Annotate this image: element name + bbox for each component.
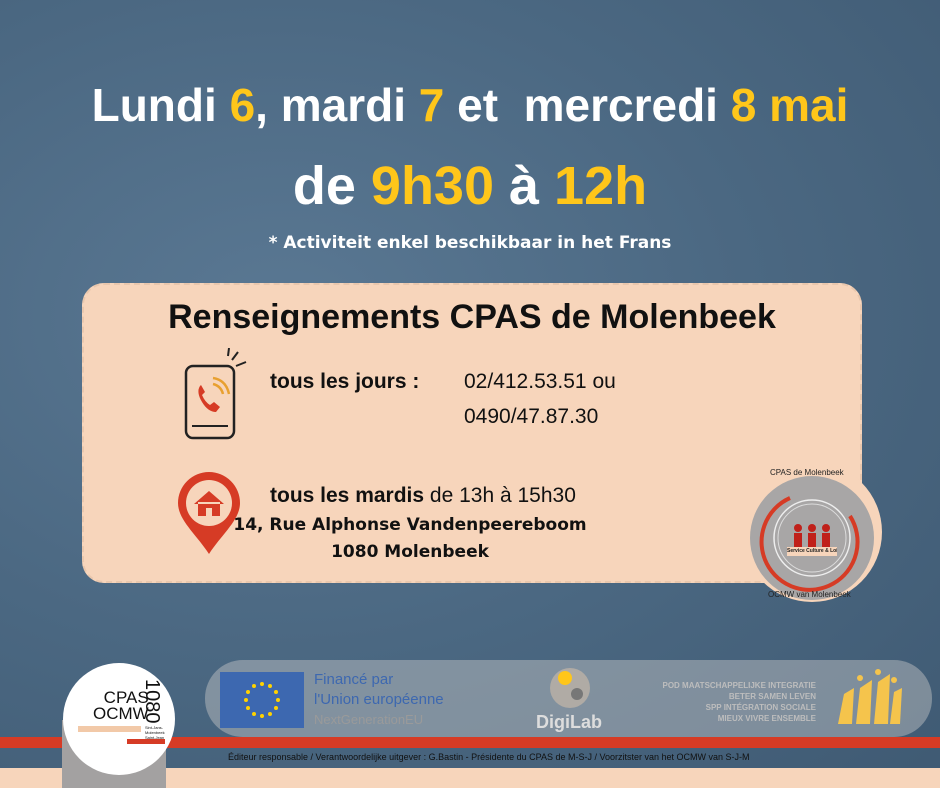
- digilab-label: DigiLab: [536, 712, 602, 732]
- address-street: 14, Rue Alphonse Vandenpeereboom: [233, 515, 587, 535]
- spp-text: POD MAATSCHAPPELIJKE INTEGRATIE BETER SAM…: [662, 681, 817, 723]
- spp-logo-icon: [838, 669, 902, 724]
- badge-inner-label: Service Culture & Loisirs: [787, 547, 837, 556]
- logo-cpas: CPAS: [103, 688, 149, 707]
- logo-sub: Sint-Jans-Molenbeek Saint-Jean: [145, 725, 165, 740]
- phone-label: tous les jours :: [270, 370, 420, 393]
- bottom-strip: [0, 768, 940, 788]
- location-home-icon: [178, 472, 240, 554]
- cpas-ocmw-logo: CPAS OCMW 1080 Sint-Jans-Molenbeek Saint-…: [63, 663, 175, 775]
- address-city: 1080 Molenbeek: [331, 542, 489, 562]
- eu-funding-text: Financé par l'Union européenne NextGenerat…: [314, 671, 444, 727]
- digilab-logo-icon: [550, 668, 590, 708]
- phone-icon: [184, 348, 247, 440]
- visit-hours: tous les mardis de 13h à 15h30: [270, 484, 576, 507]
- headline-time: de 9h30 à 12h: [292, 156, 648, 216]
- logo-bar-peach: [78, 726, 141, 732]
- eu-flag-icon: [220, 672, 304, 728]
- phone-number-2[interactable]: 0490/47.87.30: [464, 405, 599, 428]
- logo-number: 1080: [141, 679, 163, 724]
- logo-ocmw: OCMW: [93, 704, 149, 723]
- language-note: * Activiteit enkel beschikbaar in het Fr…: [268, 233, 672, 253]
- publisher-footer: Éditeur responsable / Verantwoordelijke …: [228, 752, 750, 762]
- cpas-molenbeek-badge: [750, 476, 874, 600]
- badge-swirl-icon: [759, 496, 860, 592]
- headline-dates: Lundi 6, mardi 7 et mercredi 8 mai: [91, 79, 849, 131]
- logo-bar-red: [127, 739, 165, 744]
- badge-bottom-text: OCMW van Molenbeek: [768, 590, 851, 599]
- info-title: Renseignements CPAS de Molenbeek: [168, 298, 776, 336]
- red-band: [0, 737, 940, 748]
- badge-top-text: CPAS de Molenbeek: [770, 468, 844, 477]
- phone-number-1[interactable]: 02/412.53.51 ou: [464, 370, 616, 393]
